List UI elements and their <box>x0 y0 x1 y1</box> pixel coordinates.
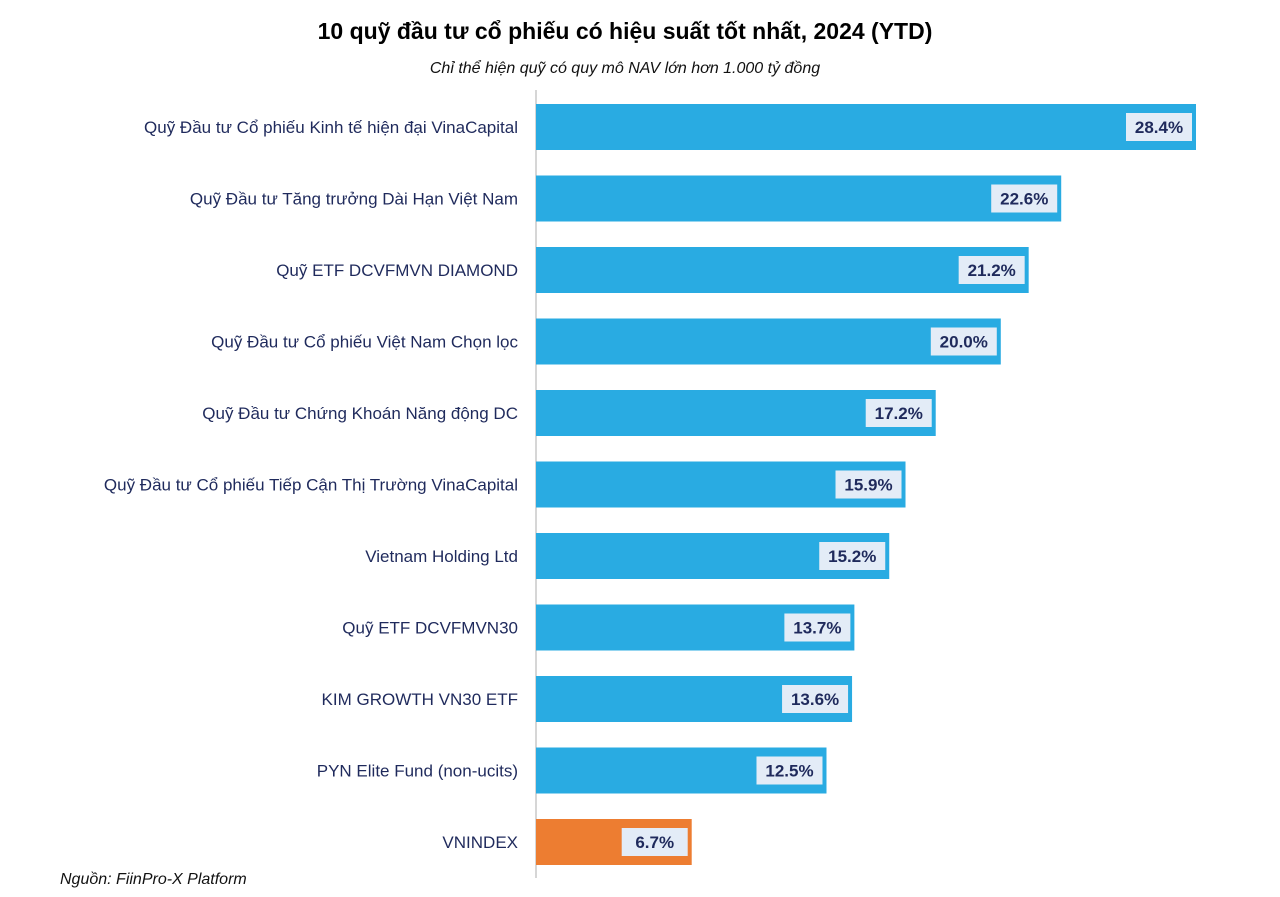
data-label-background <box>784 613 851 642</box>
source-note: Nguồn: FiinPro-X Platform <box>60 871 247 888</box>
category-label: KIM GROWTH VN30 ETF <box>322 690 518 709</box>
category-label: Quỹ ETF DCVFMVN30 <box>342 619 518 638</box>
data-label-background <box>991 184 1058 213</box>
category-label: Quỹ Đầu tư Cổ phiếu Kinh tế hiện đại Vin… <box>144 118 518 137</box>
bar <box>536 247 1029 293</box>
data-label-background <box>930 327 997 356</box>
category-label: VNINDEX <box>442 833 518 852</box>
category-label: Quỹ Đầu tư Tăng trưởng Dài Hạn Việt Nam <box>190 190 518 209</box>
data-label-background <box>1126 113 1192 141</box>
data-label-background <box>865 399 932 427</box>
data-label: 15.2% <box>828 547 876 566</box>
data-label: 12.5% <box>765 762 813 781</box>
chart-title: 10 quỹ đầu tư cổ phiếu có hiệu suất tốt … <box>317 18 933 44</box>
data-label-background <box>835 470 902 499</box>
category-label: PYN Elite Fund (non-ucits) <box>317 762 518 781</box>
data-label: 17.2% <box>875 404 923 423</box>
data-label-background <box>621 828 688 856</box>
category-label: Quỹ Đầu tư Chứng Khoán Năng động DC <box>202 404 518 423</box>
data-label: 13.7% <box>793 619 841 638</box>
category-label: Quỹ Đầu tư Cổ phiếu Việt Nam Chọn lọc <box>211 333 518 352</box>
bar <box>536 175 1062 222</box>
data-label-background <box>756 756 823 785</box>
data-label-background <box>782 685 849 713</box>
data-label: 15.9% <box>844 476 892 495</box>
data-label: 20.0% <box>940 333 988 352</box>
data-label-background <box>819 542 886 570</box>
data-label: 13.6% <box>791 690 839 709</box>
bar <box>536 318 1001 365</box>
category-label: Quỹ Đầu tư Cổ phiếu Tiếp Cận Thị Trường … <box>104 476 518 495</box>
data-label: 6.7% <box>635 833 674 852</box>
data-label-background <box>958 256 1025 284</box>
data-label: 22.6% <box>1000 190 1048 209</box>
category-label: Vietnam Holding Ltd <box>365 547 518 566</box>
data-label: 28.4% <box>1135 118 1183 137</box>
chart-subtitle: Chỉ thể hiện quỹ có quy mô NAV lớn hơn 1… <box>429 60 821 77</box>
category-label: Quỹ ETF DCVFMVN DIAMOND <box>276 261 518 280</box>
data-label: 21.2% <box>968 261 1016 280</box>
bar <box>536 104 1196 150</box>
